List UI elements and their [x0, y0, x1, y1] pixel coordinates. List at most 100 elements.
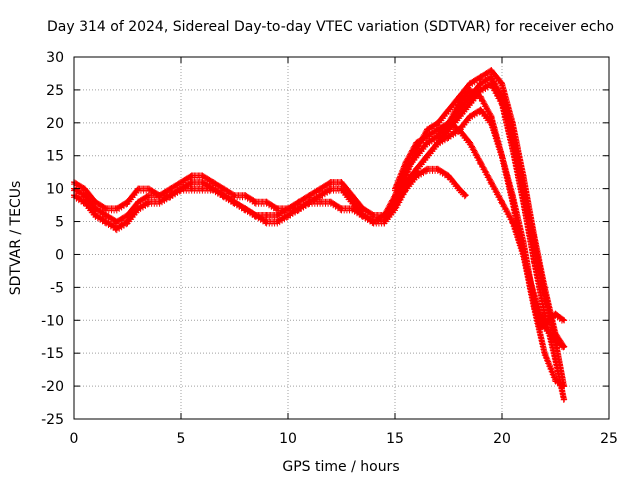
data-point [561, 317, 568, 324]
data-point [113, 205, 120, 212]
data-point [188, 172, 195, 179]
data-point [477, 73, 484, 80]
data-point [359, 211, 366, 218]
data-point [231, 192, 238, 199]
data-point [81, 198, 88, 205]
data-point [552, 356, 559, 363]
data-point [317, 198, 324, 205]
data-point [466, 86, 473, 93]
data-point [499, 198, 505, 205]
data-point [285, 205, 291, 212]
data-point [263, 198, 270, 205]
data-point [145, 185, 152, 192]
data-point [509, 192, 516, 199]
data-point [274, 205, 281, 212]
data-point [552, 376, 559, 383]
data-point [349, 192, 356, 199]
data-point [199, 185, 206, 192]
data-point [338, 205, 345, 212]
data-point [424, 152, 431, 159]
data-point [81, 185, 88, 192]
data-point [477, 159, 484, 166]
data-point [445, 172, 452, 179]
y-tick-label: 15 [46, 149, 64, 165]
data-point [327, 198, 334, 205]
y-tick-label: 5 [55, 215, 64, 231]
data-point [220, 192, 227, 199]
y-tick-label: -20 [41, 379, 64, 395]
data-point [167, 185, 174, 192]
series-track-6 [402, 165, 469, 200]
data-point [199, 179, 206, 186]
data-point [541, 310, 548, 317]
data-point [413, 165, 420, 172]
y-tick-label: 20 [46, 116, 64, 132]
data-point [499, 80, 505, 87]
data-point [349, 205, 356, 212]
data-point [124, 198, 131, 205]
data-point [424, 126, 431, 133]
data-point [561, 343, 568, 350]
data-point [370, 218, 377, 225]
data-point [456, 113, 463, 120]
data-point [541, 350, 548, 357]
data-point [509, 218, 516, 225]
data-point [231, 198, 238, 205]
data-point [103, 218, 110, 225]
data-point [552, 337, 559, 344]
data-point [520, 172, 527, 179]
data-point [531, 297, 538, 304]
data-point [252, 198, 259, 205]
data-point [537, 323, 544, 330]
x-tick-label: 5 [177, 431, 186, 447]
y-tick-label: 10 [46, 182, 64, 198]
data-point [210, 179, 217, 186]
data-point [456, 185, 463, 192]
data-point [552, 310, 559, 317]
data-point [92, 211, 99, 218]
data-point [188, 185, 195, 192]
grid-layer [74, 57, 609, 419]
data-point [242, 192, 249, 199]
data-point [381, 218, 388, 225]
y-axis-title: SDTVAR / TECUs [8, 181, 24, 296]
data-point [274, 218, 281, 225]
data-point [520, 238, 527, 245]
data-point [445, 132, 452, 139]
data-point [135, 198, 142, 205]
ticks-layer: 0 5 10 15 20 25 -25 -20 -15 -10 -5 0 5 10 15 20 25 30 [41, 50, 618, 447]
data-point [113, 218, 120, 225]
data-point [392, 185, 398, 192]
data-point [220, 185, 227, 192]
data-point [402, 179, 409, 186]
data-point [413, 172, 420, 179]
data-point [434, 126, 441, 133]
data-point [285, 211, 291, 218]
data-point [434, 139, 441, 146]
data-point [499, 100, 505, 107]
data-point [488, 113, 495, 120]
data-point [210, 185, 217, 192]
data-point [466, 80, 473, 87]
data-point [263, 218, 270, 225]
data-point [561, 396, 568, 403]
data-point [359, 205, 366, 212]
data-point [488, 80, 495, 87]
data-point [434, 119, 441, 126]
data-point [392, 198, 398, 205]
data-point [456, 93, 463, 100]
data-layer [71, 67, 568, 403]
data-point [188, 179, 195, 186]
data-point [466, 113, 473, 120]
x-tick-label: 20 [493, 431, 511, 447]
y-tick-label: 25 [46, 83, 64, 99]
data-point [145, 198, 152, 205]
data-point [462, 192, 469, 199]
data-point [178, 179, 184, 186]
data-point [477, 86, 484, 93]
data-point [531, 258, 538, 265]
series-track-3 [71, 80, 568, 403]
data-point [124, 218, 131, 225]
data-point [413, 139, 420, 146]
